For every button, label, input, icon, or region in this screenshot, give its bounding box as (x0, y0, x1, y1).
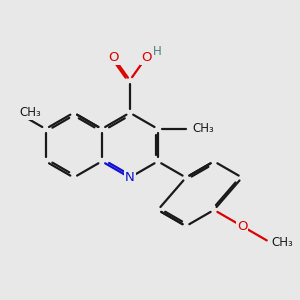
Text: O: O (237, 220, 247, 232)
Text: O: O (141, 51, 151, 64)
Text: N: N (125, 171, 135, 184)
Text: CH₃: CH₃ (192, 122, 214, 135)
Text: CH₃: CH₃ (19, 106, 41, 119)
Text: O: O (108, 51, 119, 64)
Text: CH₃: CH₃ (272, 236, 293, 249)
Text: H: H (153, 45, 162, 58)
